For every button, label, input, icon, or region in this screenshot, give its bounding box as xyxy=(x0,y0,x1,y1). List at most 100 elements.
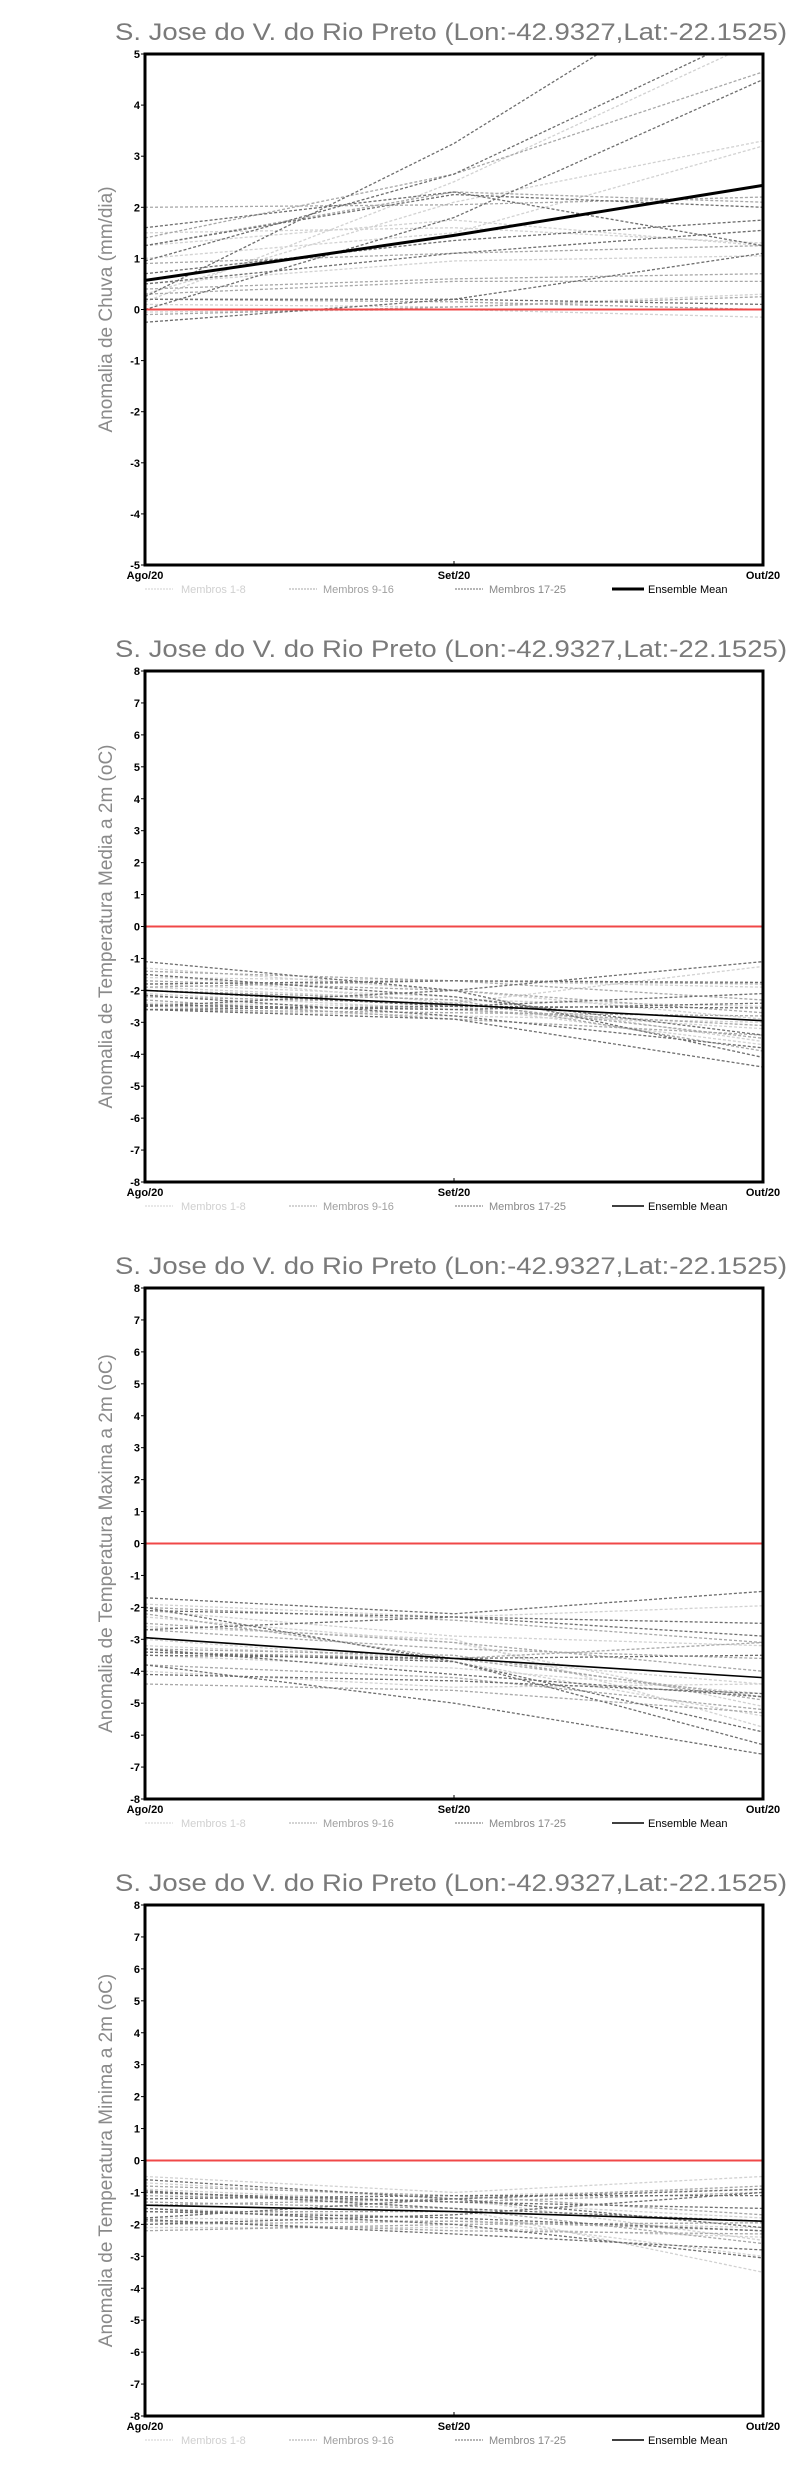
member-line-members-17-25-2 xyxy=(145,54,711,262)
y-tick-label: 4 xyxy=(134,100,141,112)
member-line-members-17-25-3 xyxy=(145,78,763,311)
y-tick-label: -2 xyxy=(130,407,140,419)
member-line-members-17-25-3 xyxy=(145,980,763,985)
legend-label-ensemble-mean: Ensemble Mean xyxy=(648,1201,728,1213)
member-line-members-9-16-3 xyxy=(145,244,763,265)
y-tick-label: -8 xyxy=(130,1177,140,1189)
legend-label-members-17-25: Membros 17-25 xyxy=(489,584,566,596)
x-tick-label: Out/20 xyxy=(746,1804,780,1816)
member-line-members-9-16-5 xyxy=(145,296,763,316)
plot-area xyxy=(145,54,763,323)
member-line-members-17-25-9 xyxy=(145,2190,763,2222)
member-line-members-17-25-6 xyxy=(145,2210,763,2232)
plot-area xyxy=(145,1542,763,1755)
y-axis-label: Anomalia de Temperatura Minima a 2m (oC) xyxy=(96,1974,117,2347)
y-tick-label: -6 xyxy=(130,2347,140,2359)
member-line-members-1-8-3 xyxy=(145,145,763,260)
y-tick-label: -5 xyxy=(130,560,140,572)
member-line-members-17-25-8 xyxy=(145,1005,763,1011)
y-tick-label: 0 xyxy=(134,1539,140,1551)
y-tick-label: -1 xyxy=(130,2187,140,2199)
chart-min-temperature-anomaly: S. Jose do V. do Rio Preto (Lon:-42.9327… xyxy=(0,1851,800,2469)
plot-area xyxy=(145,925,763,1068)
ensemble-mean-line xyxy=(145,183,763,282)
ensemble-mean-line xyxy=(145,2204,763,2222)
legend-label-members-9-16: Membros 9-16 xyxy=(323,584,394,596)
member-line-members-1-8-2 xyxy=(145,1603,763,1618)
member-line-members-9-16-8 xyxy=(145,1683,763,1714)
y-tick-label: 5 xyxy=(134,762,140,774)
member-line-members-17-25-3 xyxy=(145,2207,763,2259)
y-tick-label: 7 xyxy=(134,698,140,710)
ensemble-mean-line xyxy=(145,1636,763,1679)
member-line-members-17-25-4 xyxy=(145,2191,763,2210)
chart-title: S. Jose do V. do Rio Preto (Lon:-42.9327… xyxy=(115,636,787,663)
member-line-members-9-16-2 xyxy=(145,196,763,208)
y-tick-label: -8 xyxy=(130,1794,140,1806)
member-line-members-17-25-9 xyxy=(145,229,763,285)
y-tick-label: 5 xyxy=(134,1379,140,1391)
member-line-members-1-8-2 xyxy=(145,140,763,295)
chart-title: S. Jose do V. do Rio Preto (Lon:-42.9327… xyxy=(115,1870,787,1897)
y-tick-label: 6 xyxy=(134,730,140,742)
member-line-members-1-8-4 xyxy=(145,255,763,285)
x-tick-label: Set/20 xyxy=(438,2421,470,2433)
member-line-members-1-8-7 xyxy=(145,308,763,318)
y-tick-label: -6 xyxy=(130,1730,140,1742)
ensemble-mean-line xyxy=(145,989,763,1022)
y-tick-label: 4 xyxy=(134,2028,141,2040)
member-line-members-9-16-7 xyxy=(145,273,763,290)
x-tick-label: Set/20 xyxy=(438,1187,470,1199)
y-tick-label: 8 xyxy=(134,1283,140,1295)
y-tick-label: 2 xyxy=(134,202,140,214)
y-tick-label: 3 xyxy=(134,151,140,163)
member-line-members-17-25-8 xyxy=(145,2218,763,2251)
member-line-members-1-8-8 xyxy=(145,2188,763,2219)
y-tick-label: 0 xyxy=(134,922,140,934)
member-line-members-17-25-6 xyxy=(145,1609,763,1637)
member-line-members-9-16-2 xyxy=(145,1651,763,1698)
y-tick-label: 3 xyxy=(134,826,140,838)
legend-label-members-1-8: Membros 1-8 xyxy=(181,584,246,596)
member-line-members-17-25-2 xyxy=(145,2188,763,2219)
member-line-members-1-8-6 xyxy=(145,986,763,1007)
legend-label-ensemble-mean: Ensemble Mean xyxy=(648,584,728,596)
y-tick-label: -1 xyxy=(130,953,140,965)
y-axis-label: Anomalia de Temperatura Maxima a 2m (oC) xyxy=(96,1354,117,1733)
y-tick-label: 4 xyxy=(134,794,141,806)
member-line-members-9-16-5 xyxy=(145,2185,763,2216)
member-line-members-9-16-1 xyxy=(145,71,763,239)
y-tick-label: -3 xyxy=(130,2251,140,2263)
y-tick-label: 2 xyxy=(134,1475,140,1487)
y-tick-label: 8 xyxy=(134,666,140,678)
legend-label-members-1-8: Membros 1-8 xyxy=(181,1201,246,1213)
legend-label-members-9-16: Membros 9-16 xyxy=(323,1818,394,1830)
x-tick-label: Set/20 xyxy=(438,570,470,582)
y-tick-label: 3 xyxy=(134,1443,140,1455)
chart-mean-temperature-anomaly: S. Jose do V. do Rio Preto (Lon:-42.9327… xyxy=(0,617,800,1235)
y-tick-label: -3 xyxy=(130,1634,140,1646)
member-line-members-9-16-4 xyxy=(145,280,763,295)
legend-label-members-17-25: Membros 17-25 xyxy=(489,1201,566,1213)
y-tick-label: -2 xyxy=(130,985,140,997)
member-line-members-9-16-3 xyxy=(145,1629,763,1660)
member-line-members-9-16-2 xyxy=(145,1005,763,1027)
y-tick-label: -3 xyxy=(130,1017,140,1029)
chart-svg: S. Jose do V. do Rio Preto (Lon:-42.9327… xyxy=(96,636,787,1213)
member-line-members-9-16-1 xyxy=(145,980,763,1001)
member-line-members-1-8-1 xyxy=(145,2175,763,2194)
y-tick-label: -7 xyxy=(130,1145,140,1157)
member-line-members-17-25-9 xyxy=(145,1648,763,1698)
x-tick-label: Ago/20 xyxy=(127,2421,164,2433)
member-line-members-1-8-6 xyxy=(145,2188,763,2200)
y-tick-label: 3 xyxy=(134,2060,140,2072)
member-line-members-1-8-3 xyxy=(145,1645,763,1685)
x-tick-label: Ago/20 xyxy=(127,570,164,582)
member-line-members-9-16-4 xyxy=(145,2201,763,2245)
y-tick-label: -4 xyxy=(130,1666,141,1678)
y-tick-label: -4 xyxy=(130,1049,141,1061)
member-line-members-9-16-8 xyxy=(145,298,763,311)
member-line-members-1-8-5 xyxy=(145,219,763,247)
member-line-members-17-25-2 xyxy=(145,1616,763,1631)
member-line-members-17-25-5 xyxy=(145,219,763,275)
